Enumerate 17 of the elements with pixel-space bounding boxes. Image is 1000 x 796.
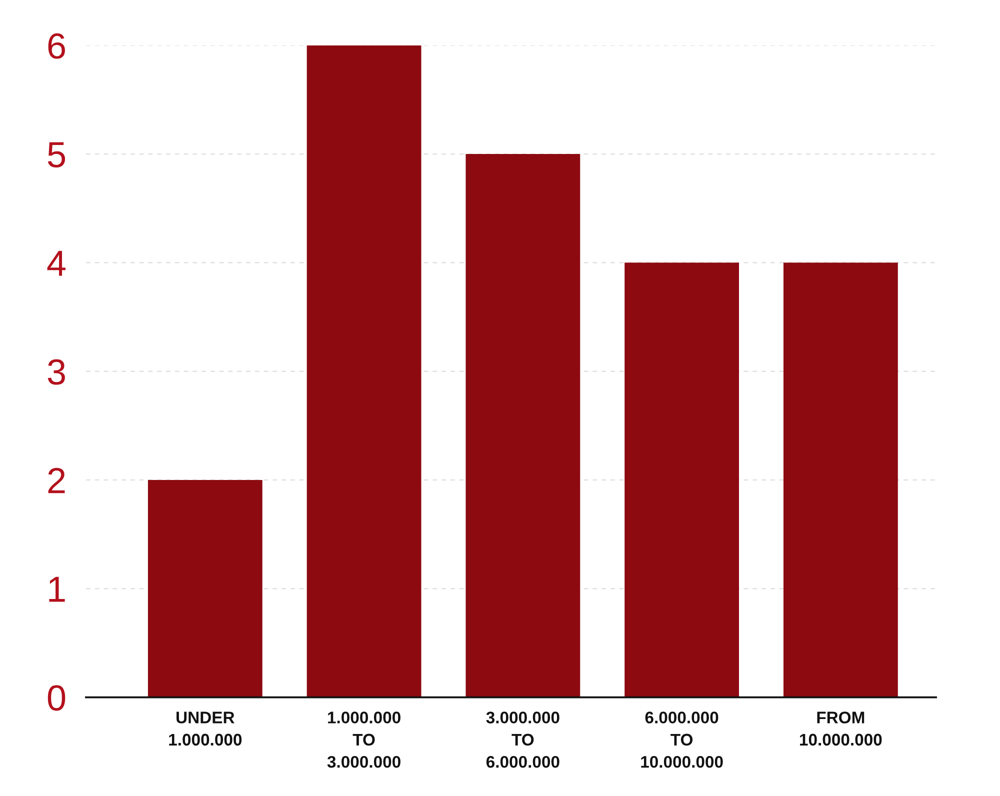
- y-tick-label: 4: [47, 250, 66, 276]
- bar: [466, 154, 580, 698]
- y-tick-label: 0: [48, 685, 66, 711]
- bar: [624, 262, 739, 698]
- bar: [148, 480, 262, 698]
- y-tick-label: 5: [48, 142, 66, 168]
- y-tick-label: 2: [48, 468, 65, 494]
- y-tick-label: 1: [49, 576, 65, 602]
- x-tick-label: UNDER 1.000.000: [169, 712, 242, 746]
- x-tick-label: 3.000.000 TO 6.000.000: [486, 712, 560, 768]
- x-tick-label: 6.000.000 TO 10.000.000: [641, 712, 723, 768]
- y-tick-label: 6: [48, 33, 65, 59]
- x-tick-label: 1.000.000 TO 3.000.000: [327, 712, 400, 768]
- bar: [783, 262, 898, 698]
- x-tick-label: FROM 10.000.000: [800, 712, 882, 746]
- bar: [306, 45, 422, 698]
- y-tick-label: 3: [48, 359, 65, 385]
